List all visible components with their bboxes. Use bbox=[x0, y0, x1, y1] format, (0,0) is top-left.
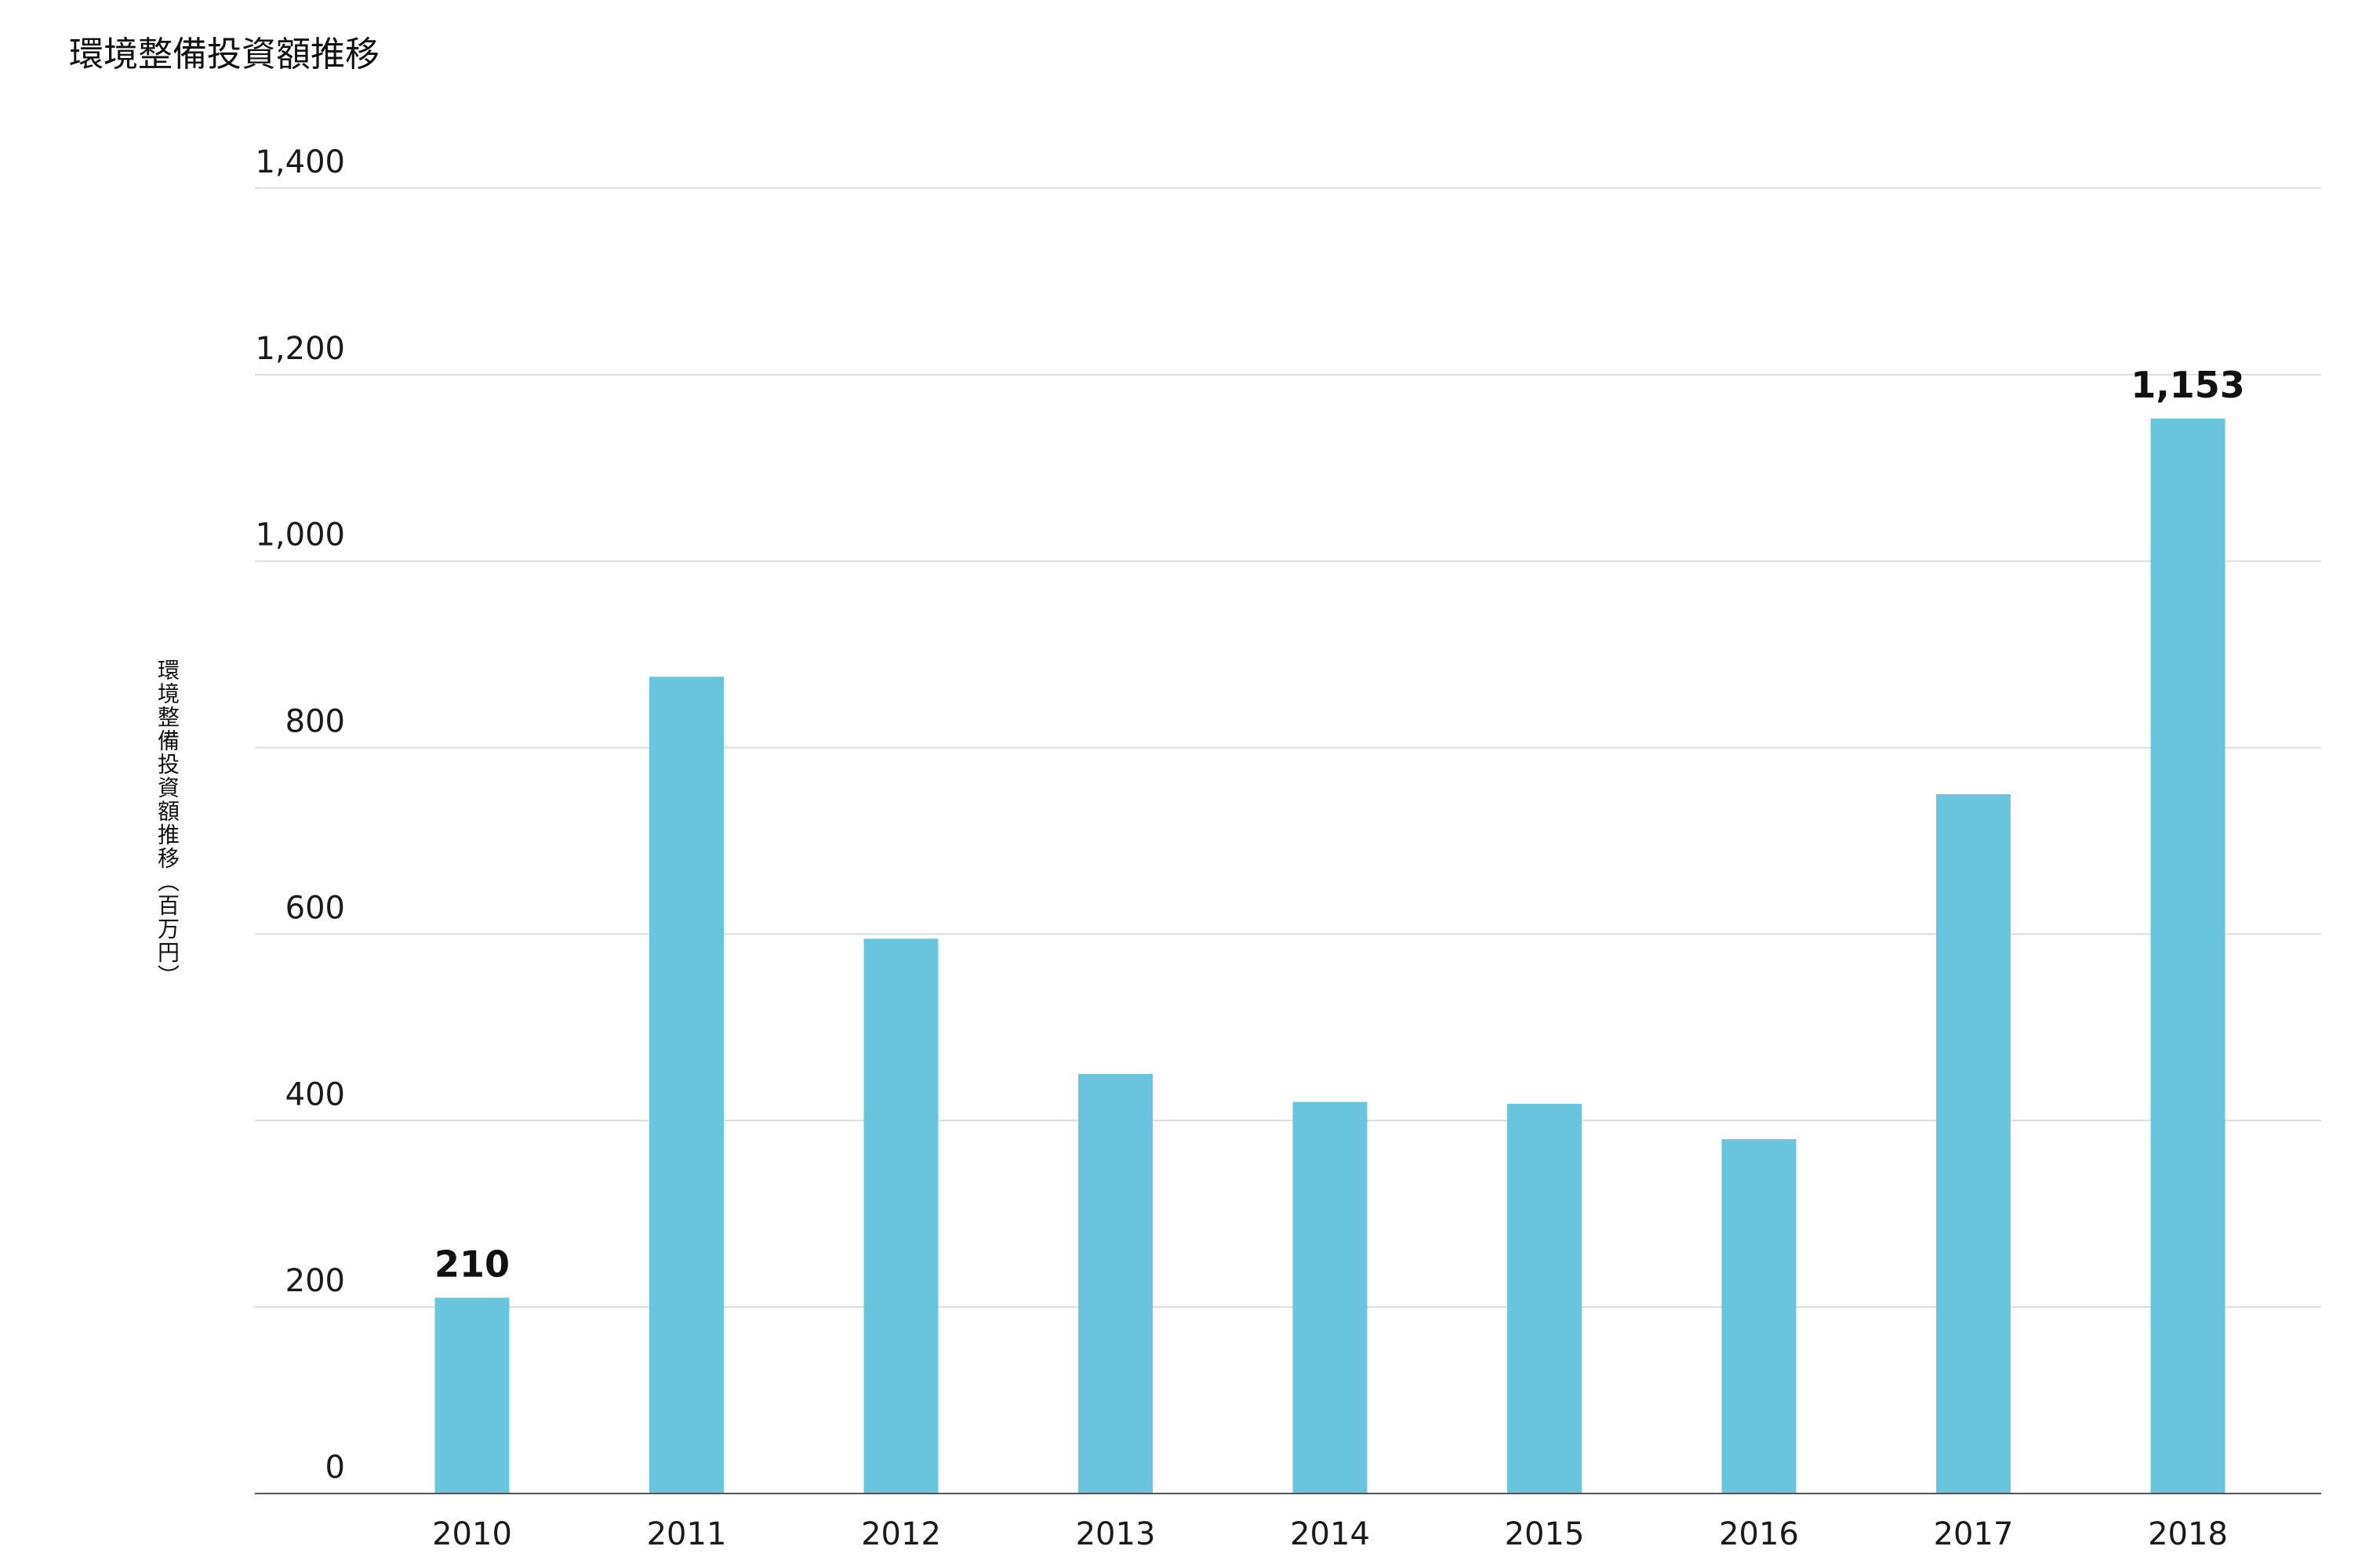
gridlines bbox=[255, 187, 2321, 1308]
bar-2013 bbox=[1078, 1073, 1153, 1494]
x-tick-label: 2013 bbox=[1076, 1516, 1156, 1552]
y-tick-label: 800 bbox=[285, 704, 345, 740]
y-tick-label: 0 bbox=[325, 1450, 345, 1486]
x-tick-label: 2017 bbox=[1934, 1516, 2014, 1552]
bar-2010 bbox=[434, 1298, 510, 1494]
x-tick-label: 2011 bbox=[647, 1516, 727, 1552]
y-tick-label: 1,200 bbox=[255, 331, 345, 367]
bar-2014 bbox=[1292, 1102, 1368, 1494]
y-axis-ticks: 0 200 400 600 800 1,000 1,200 1,400 bbox=[255, 144, 345, 1486]
x-tick-label: 2018 bbox=[2148, 1516, 2228, 1552]
x-tick-label: 2010 bbox=[432, 1516, 512, 1552]
x-axis-ticks: 2010 2011 2012 2013 2014 2015 2016 2017 2018 bbox=[432, 1516, 2228, 1552]
bar-2016 bbox=[1721, 1139, 1797, 1494]
y-tick-label: 1,000 bbox=[255, 517, 345, 554]
y-tick-label: 200 bbox=[285, 1263, 345, 1299]
x-tick-label: 2012 bbox=[861, 1516, 941, 1552]
y-tick-label: 1,400 bbox=[255, 144, 345, 180]
bar-2018 bbox=[2150, 418, 2225, 1494]
bar-2017 bbox=[1936, 794, 2011, 1494]
data-label: 210 bbox=[434, 1243, 510, 1285]
bars bbox=[434, 418, 2225, 1494]
y-axis-label: 環境整備投資額推移（百万円） bbox=[154, 659, 180, 988]
x-tick-label: 2016 bbox=[1719, 1516, 1799, 1552]
x-tick-label: 2015 bbox=[1505, 1516, 1585, 1552]
y-tick-label: 400 bbox=[285, 1076, 345, 1112]
page-title: 環境整備投資額推移 bbox=[69, 34, 380, 74]
data-labels: 210 1,153 bbox=[434, 364, 2245, 1285]
data-label: 1,153 bbox=[2131, 364, 2245, 406]
x-tick-label: 2014 bbox=[1290, 1516, 1370, 1552]
bar-2012 bbox=[863, 938, 939, 1494]
y-tick-label: 600 bbox=[285, 890, 345, 926]
bar-2015 bbox=[1507, 1103, 1582, 1494]
bar-2011 bbox=[649, 677, 724, 1494]
